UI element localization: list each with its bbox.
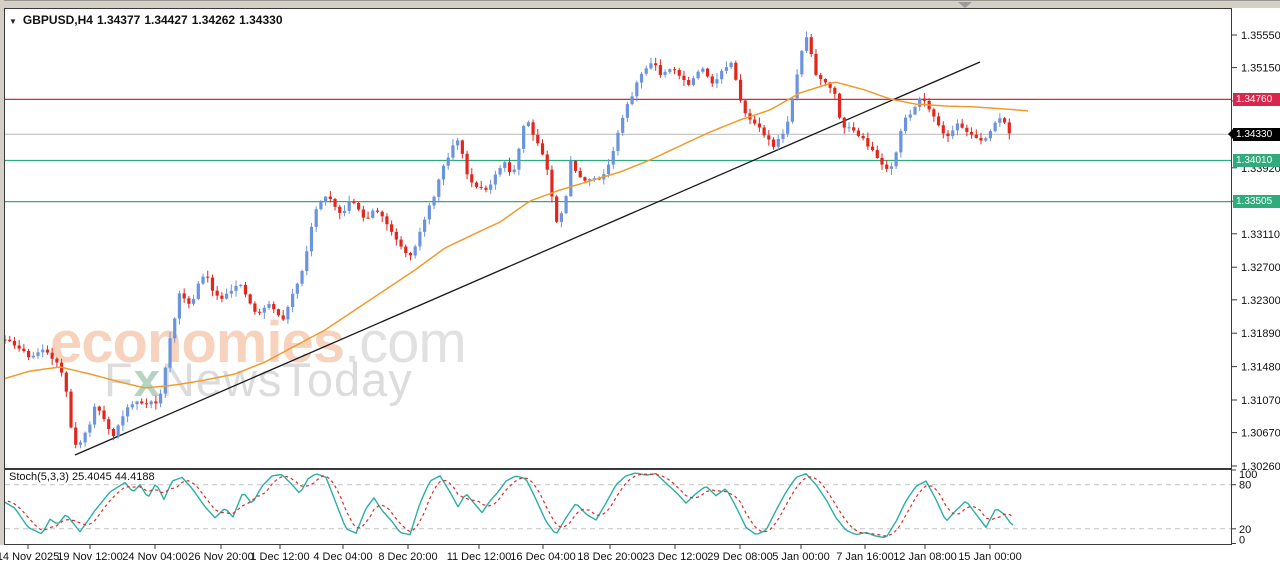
price-tick-label: 1.31070 [1241,395,1280,407]
price-tick-label: 1.35150 [1241,63,1280,75]
panel-borders [4,8,1232,545]
stoch-name: Stoch(5,3,3) [9,471,69,483]
time-tick-label: 18 Dec 20:00 [577,551,642,563]
time-tick-label: 14 Nov 2025 [0,551,59,563]
quote-open: 1.34377 [96,13,141,27]
stoch-scale-label: 0 [1239,535,1245,547]
symbol-period: GBPUSD,H4 [22,13,93,27]
watermark-economies: economies.com [50,314,467,372]
stoch-scale-label: 20 [1239,524,1251,536]
price-tick-label: 1.33110 [1241,229,1280,241]
price-badge-current: 1.34330 [1228,127,1280,141]
time-tick-label: 29 Dec 08:00 [707,551,772,563]
price-axis: 1.355501.351501.347401.343301.339201.335… [1232,30,1280,547]
time-tick-label: 5 Jan 00:00 [772,551,830,563]
time-tick-label: 7 Jan 16:00 [836,551,894,563]
quote-low: 1.34262 [191,13,236,27]
price-tick-label: 1.30260 [1241,461,1280,473]
stoch-values: 25.4045 44.4188 [71,471,155,483]
quote-high: 1.34427 [144,13,188,27]
price-tick-label: 1.31890 [1241,328,1280,340]
stoch-d-line [5,473,1014,537]
time-tick-label: 24 Nov 04:00 [122,551,187,563]
quote-close: 1.34330 [239,13,283,27]
price-badge-support2: 1.33505 [1233,195,1280,209]
trend-line[interactable] [74,61,981,456]
moving-average-line [5,81,1029,389]
price-badge-support1: 1.34010 [1233,153,1280,167]
time-tick-label: 23 Dec 12:00 [642,551,707,563]
time-tick-label: 1 Dec 12:00 [250,551,309,563]
price-tick-label: 1.30670 [1241,428,1280,440]
watermark-brand: economies [50,310,345,375]
price-tick-label: 1.31480 [1241,362,1280,374]
price-tick-label: 1.35550 [1241,30,1280,42]
time-tick-label: 4 Dec 04:00 [313,551,372,563]
price-tick-label: 1.32700 [1241,262,1280,274]
candles [5,31,1011,449]
price-tick-label: 1.32300 [1241,295,1280,307]
price-badge-resistance: 1.34760 [1233,92,1280,106]
chart-shift-marker-icon[interactable] [958,2,972,8]
stoch-scale-label: 100 [1239,469,1257,481]
time-tick-label: 19 Nov 12:00 [57,551,122,563]
window-left-strip [0,0,4,545]
symbol-dropdown-icon[interactable]: ▼ [9,17,17,26]
symbol-header: ▼ GBPUSD,H4 1.34377 1.34427 1.34262 1.34330 [9,13,283,27]
stoch-k-line [5,472,1014,538]
stoch-panel [5,472,1231,538]
window-top-strip [0,0,1280,8]
time-tick-label: 16 Dec 04:00 [510,551,575,563]
stoch-scale-label: 80 [1239,480,1251,492]
stoch-indicator-label: Stoch(5,3,3) 25.4045 44.4188 [9,471,155,483]
time-tick-label: 15 Jan 00:00 [958,551,1022,563]
time-tick-label: 11 Dec 12:00 [447,551,512,563]
time-tick-label: 12 Jan 08:00 [893,551,957,563]
time-tick-label: 26 Nov 20:00 [188,551,253,563]
watermark-suffix: .com [344,310,467,375]
watermark-x: x [133,353,161,406]
time-tick-label: 8 Dec 20:00 [378,551,437,563]
